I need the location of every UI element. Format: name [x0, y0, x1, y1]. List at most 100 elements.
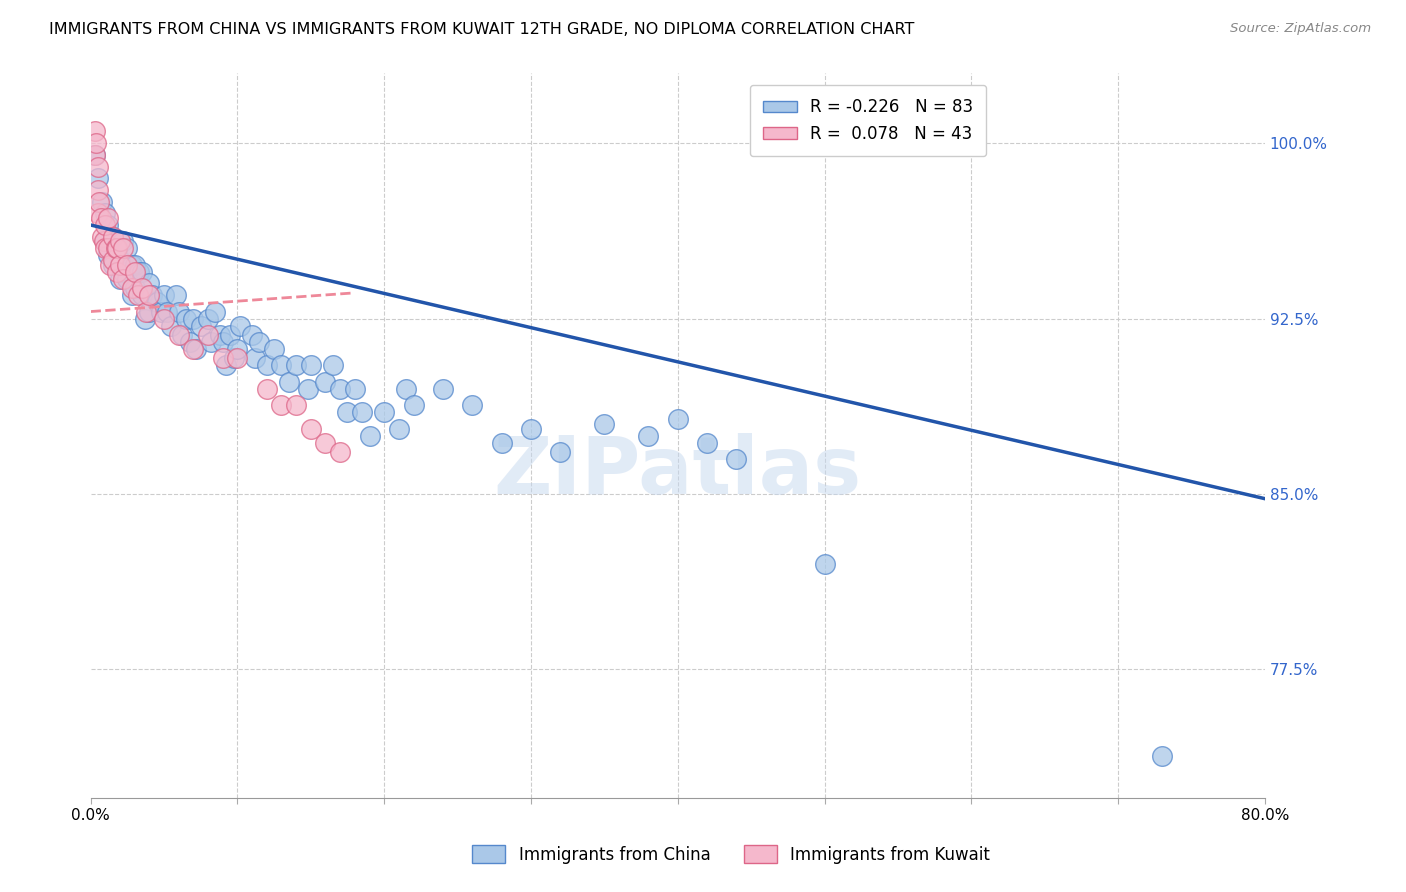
Point: [373, 405, 395, 419]
Point: [131, 281, 153, 295]
Point: [388, 421, 411, 435]
Point: [183, 342, 205, 356]
Point: [186, 342, 208, 356]
Point: [84, 124, 107, 138]
Point: [343, 382, 366, 396]
Point: [329, 445, 352, 459]
Point: [197, 327, 219, 342]
Point: [214, 359, 236, 373]
Point: [111, 235, 134, 249]
Point: [90, 211, 112, 225]
Point: [219, 327, 242, 342]
Point: [359, 428, 381, 442]
Point: [127, 288, 149, 302]
Point: [226, 351, 249, 366]
Point: [134, 311, 156, 326]
Point: [84, 148, 107, 162]
Point: [226, 342, 249, 356]
Point: [211, 334, 233, 349]
Point: [131, 265, 153, 279]
Point: [111, 272, 134, 286]
Point: [179, 334, 201, 349]
Point: [352, 405, 374, 419]
Point: [167, 304, 190, 318]
Point: [128, 265, 150, 279]
Point: [150, 304, 173, 318]
Point: [108, 258, 131, 272]
Point: [97, 248, 120, 262]
Point: [101, 258, 124, 272]
Point: [183, 311, 205, 326]
Point: [224, 351, 246, 366]
Point: [314, 375, 336, 389]
Point: [121, 288, 143, 302]
Point: [108, 235, 131, 249]
Point: [121, 258, 143, 272]
Point: [87, 206, 110, 220]
Point: [97, 218, 120, 232]
Point: [314, 435, 336, 450]
Point: [402, 398, 425, 412]
Point: [285, 398, 308, 412]
Point: [105, 241, 128, 255]
Legend: Immigrants from China, Immigrants from Kuwait: Immigrants from China, Immigrants from K…: [465, 838, 997, 871]
Point: [593, 417, 616, 431]
Point: [87, 160, 110, 174]
Point: [725, 451, 748, 466]
Point: [240, 327, 263, 342]
Point: [111, 265, 134, 279]
Point: [256, 382, 278, 396]
Point: [105, 265, 128, 279]
Point: [299, 421, 322, 435]
Point: [170, 327, 193, 342]
Point: [108, 253, 131, 268]
Text: IMMIGRANTS FROM CHINA VS IMMIGRANTS FROM KUWAIT 12TH GRADE, NO DIPLOMA CORRELATI: IMMIGRANTS FROM CHINA VS IMMIGRANTS FROM…: [49, 22, 914, 37]
Point: [94, 206, 117, 220]
Text: Source: ZipAtlas.com: Source: ZipAtlas.com: [1230, 22, 1371, 36]
Point: [204, 304, 226, 318]
Point: [395, 382, 418, 396]
Point: [190, 318, 212, 333]
Point: [153, 288, 176, 302]
Point: [108, 272, 131, 286]
Point: [97, 241, 120, 255]
Point: [93, 235, 115, 249]
Point: [200, 334, 222, 349]
Point: [277, 375, 299, 389]
Point: [637, 428, 659, 442]
Point: [813, 557, 835, 571]
Point: [461, 398, 484, 412]
Point: [156, 304, 179, 318]
Point: [208, 327, 231, 342]
Point: [229, 318, 252, 333]
Point: [131, 288, 153, 302]
Point: [87, 183, 110, 197]
Point: [104, 241, 127, 255]
Text: ZIPatlas: ZIPatlas: [494, 433, 862, 511]
Point: [270, 359, 292, 373]
Point: [696, 435, 718, 450]
Point: [98, 258, 121, 272]
Point: [322, 359, 344, 373]
Point: [84, 148, 107, 162]
Point: [329, 382, 352, 396]
Point: [145, 295, 167, 310]
Point: [101, 253, 124, 268]
Point: [432, 382, 454, 396]
Point: [121, 281, 143, 295]
Point: [105, 241, 128, 255]
Point: [297, 382, 319, 396]
Point: [153, 311, 176, 326]
Point: [138, 304, 160, 318]
Point: [138, 277, 160, 291]
Point: [97, 211, 120, 225]
Point: [101, 229, 124, 244]
Point: [135, 304, 157, 318]
Point: [138, 288, 160, 302]
Point: [299, 359, 322, 373]
Point: [94, 218, 117, 232]
Point: [117, 272, 139, 286]
Point: [165, 288, 187, 302]
Point: [270, 398, 292, 412]
Point: [91, 194, 114, 209]
